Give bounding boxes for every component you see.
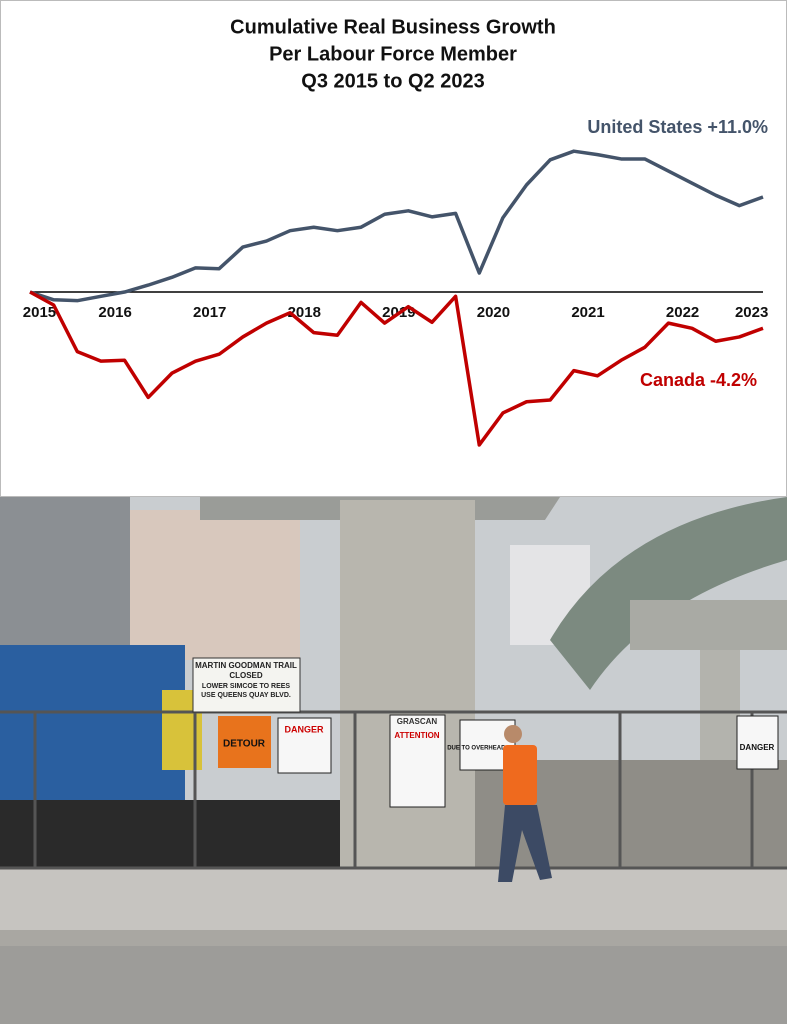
sign <box>277 717 332 774</box>
pillar <box>340 500 475 870</box>
chart-title: Per Labour Force Member <box>269 43 517 65</box>
x-tick-label: 2016 <box>98 304 131 321</box>
sign <box>389 714 446 808</box>
sign <box>736 715 779 770</box>
x-tick-label: 2020 <box>477 304 510 321</box>
container <box>0 645 185 805</box>
worker <box>498 725 552 882</box>
worker-head <box>504 725 522 743</box>
x-tick-label: 2015 <box>23 304 56 321</box>
sign-text: DETOUR <box>223 739 266 750</box>
worker-vest <box>503 745 537 805</box>
sign-text: LOWER SIMCOE TO REES <box>202 683 290 690</box>
beam <box>630 600 787 650</box>
x-tick-label: 2023 <box>735 304 768 321</box>
sign <box>218 716 271 768</box>
curb <box>0 930 787 946</box>
sign-text: DANGER <box>740 743 775 752</box>
sign-text: ATTENTION <box>394 731 439 740</box>
series-label: Canada -4.2% <box>640 370 757 390</box>
sign-text: DANGER <box>284 724 324 734</box>
fence <box>0 710 787 870</box>
sign-text: GRASCAN <box>397 717 438 726</box>
chart-frame <box>0 0 787 497</box>
sign-text: USE QUEENS QUAY BLVD. <box>201 692 291 699</box>
series-line <box>29 290 764 447</box>
sign <box>192 657 301 713</box>
chart-title: Cumulative Real Business Growth <box>230 16 556 38</box>
building <box>0 497 130 657</box>
pillar <box>700 650 740 770</box>
building <box>130 510 300 660</box>
tarp <box>0 800 340 870</box>
x-tick-label: 2018 <box>288 304 321 321</box>
x-tick-label: 2021 <box>571 304 604 321</box>
sign-text: DUE TO OVERHEAD WIRES <box>447 746 527 752</box>
overpass-ramp <box>550 497 787 690</box>
sign-text: CLOSED <box>229 671 263 680</box>
chart-title: Q3 2015 to Q2 2023 <box>301 70 484 92</box>
worker-legs <box>498 805 552 882</box>
x-tick-label: 2022 <box>666 304 699 321</box>
road <box>0 946 787 1024</box>
series-label: United States +11.0% <box>587 117 768 137</box>
photo: MARTIN GOODMAN TRAIL CLOSED LOWER SIMCOE… <box>0 497 787 1024</box>
sign-text: MARTIN GOODMAN TRAIL <box>195 661 297 670</box>
x-tick-label: 2017 <box>193 304 226 321</box>
series-line <box>29 149 764 303</box>
